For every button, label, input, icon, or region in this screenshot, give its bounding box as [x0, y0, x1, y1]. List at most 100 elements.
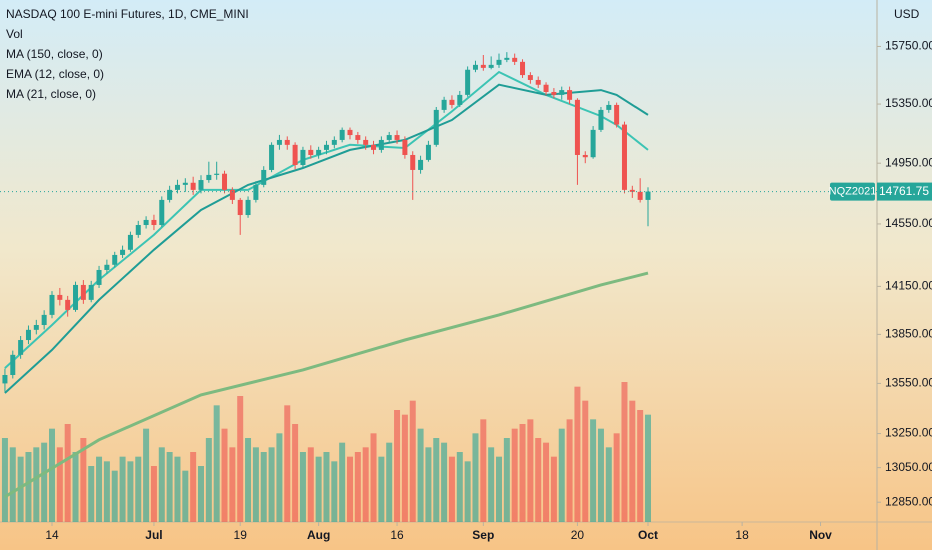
y-tick-label: 14550.00 [885, 216, 932, 230]
volume-bar [307, 447, 314, 522]
last-price-tag [877, 182, 932, 201]
volume-bar [645, 414, 652, 522]
candle-body [410, 154, 416, 170]
volume-bar [401, 414, 408, 522]
candle-body [2, 375, 8, 384]
candle-body [104, 264, 110, 270]
candle-body [582, 154, 588, 158]
candle-body [229, 189, 235, 200]
volume-bar [362, 447, 369, 522]
candle-body [237, 199, 243, 216]
candle-body [112, 254, 118, 265]
candle-body [214, 173, 220, 175]
volume-bar [378, 456, 385, 522]
volume-bar [260, 452, 267, 522]
volume-bar [456, 452, 463, 522]
volume-bar [370, 433, 377, 522]
candle-body [347, 129, 353, 136]
volume-bar [597, 428, 604, 522]
x-tick-label: 20 [571, 528, 585, 542]
volume-bar [472, 433, 479, 522]
x-tick-label: 14 [45, 528, 59, 542]
volume-bar [637, 410, 644, 522]
candle-body [520, 61, 526, 76]
volume-bar [605, 447, 612, 522]
symbol-tag [830, 182, 875, 201]
candle-body [308, 149, 314, 155]
volume-bar [182, 470, 189, 522]
volume-bar [103, 461, 110, 522]
candle-body [159, 199, 165, 226]
volume-bar [190, 452, 197, 522]
volume-bar [127, 461, 134, 522]
x-tick-label: 18 [735, 528, 749, 542]
x-tick-label: Oct [638, 528, 658, 542]
candle-body [300, 149, 306, 165]
volume-bar [629, 400, 636, 522]
volume-bar [331, 461, 338, 522]
volume-bar [488, 447, 495, 522]
candle-body [261, 169, 267, 185]
volume-bar [590, 419, 597, 522]
currency-label: USD [894, 7, 920, 21]
x-tick-label: 16 [390, 528, 404, 542]
candle-body [151, 219, 157, 226]
candle-body [465, 69, 471, 95]
y-tick-label: 12850.00 [885, 494, 932, 508]
candle-body [143, 219, 149, 226]
volume-bar [119, 456, 126, 522]
candle-body [276, 139, 282, 145]
y-tick-label: 13550.00 [885, 376, 932, 390]
volume-bar [150, 466, 157, 522]
candle-body [25, 329, 31, 341]
legend-item: EMA (12, close, 0) [6, 67, 104, 81]
volume-bar [448, 456, 455, 522]
volume-bar [511, 428, 518, 522]
y-tick-label: 14950.00 [885, 155, 932, 169]
candle-body [567, 90, 573, 100]
volume-bar [550, 456, 557, 522]
legend-item: Vol [6, 27, 23, 41]
candle-body [402, 139, 408, 155]
volume-bar [221, 428, 228, 522]
volume-bar [464, 461, 471, 522]
volume-layer [1, 382, 652, 522]
volume-bar [496, 456, 503, 522]
candle-body [394, 135, 400, 140]
last-price-label: 14761.75 [879, 184, 929, 198]
candle-body [206, 174, 212, 181]
volume-bar [339, 442, 346, 522]
candle-body [590, 129, 596, 158]
legend-item: MA (150, close, 0) [6, 47, 103, 61]
volume-bar [433, 438, 440, 522]
volume-bar [268, 447, 275, 522]
candle-body [457, 94, 463, 105]
volume-bar [166, 452, 173, 522]
volume-bar [41, 442, 48, 522]
volume-bar [582, 400, 589, 522]
x-tick-label: Aug [307, 528, 330, 542]
volume-bar [441, 442, 448, 522]
chart-title: NASDAQ 100 E-mini Futures, 1D, CME_MINI [6, 7, 249, 21]
candle-body [496, 59, 502, 65]
volume-bar [237, 396, 244, 522]
candle-body [535, 79, 541, 85]
volume-bar [33, 447, 40, 522]
candle-body [167, 189, 173, 200]
candle-body [245, 199, 251, 216]
candle-body [73, 284, 79, 310]
indicator-line [4, 70, 649, 369]
candle-body [120, 249, 126, 255]
volume-bar [480, 419, 487, 522]
candle-body [18, 340, 24, 355]
volume-bar [158, 447, 165, 522]
y-tick-label: 15750.00 [885, 39, 932, 53]
x-tick-label: 19 [234, 528, 248, 542]
volume-bar [143, 428, 150, 522]
candle-body [127, 234, 133, 250]
candle-body [598, 109, 604, 130]
symbol-label: NQZ2021 [829, 185, 877, 197]
candle-body [65, 299, 71, 310]
volume-bar [566, 419, 573, 522]
